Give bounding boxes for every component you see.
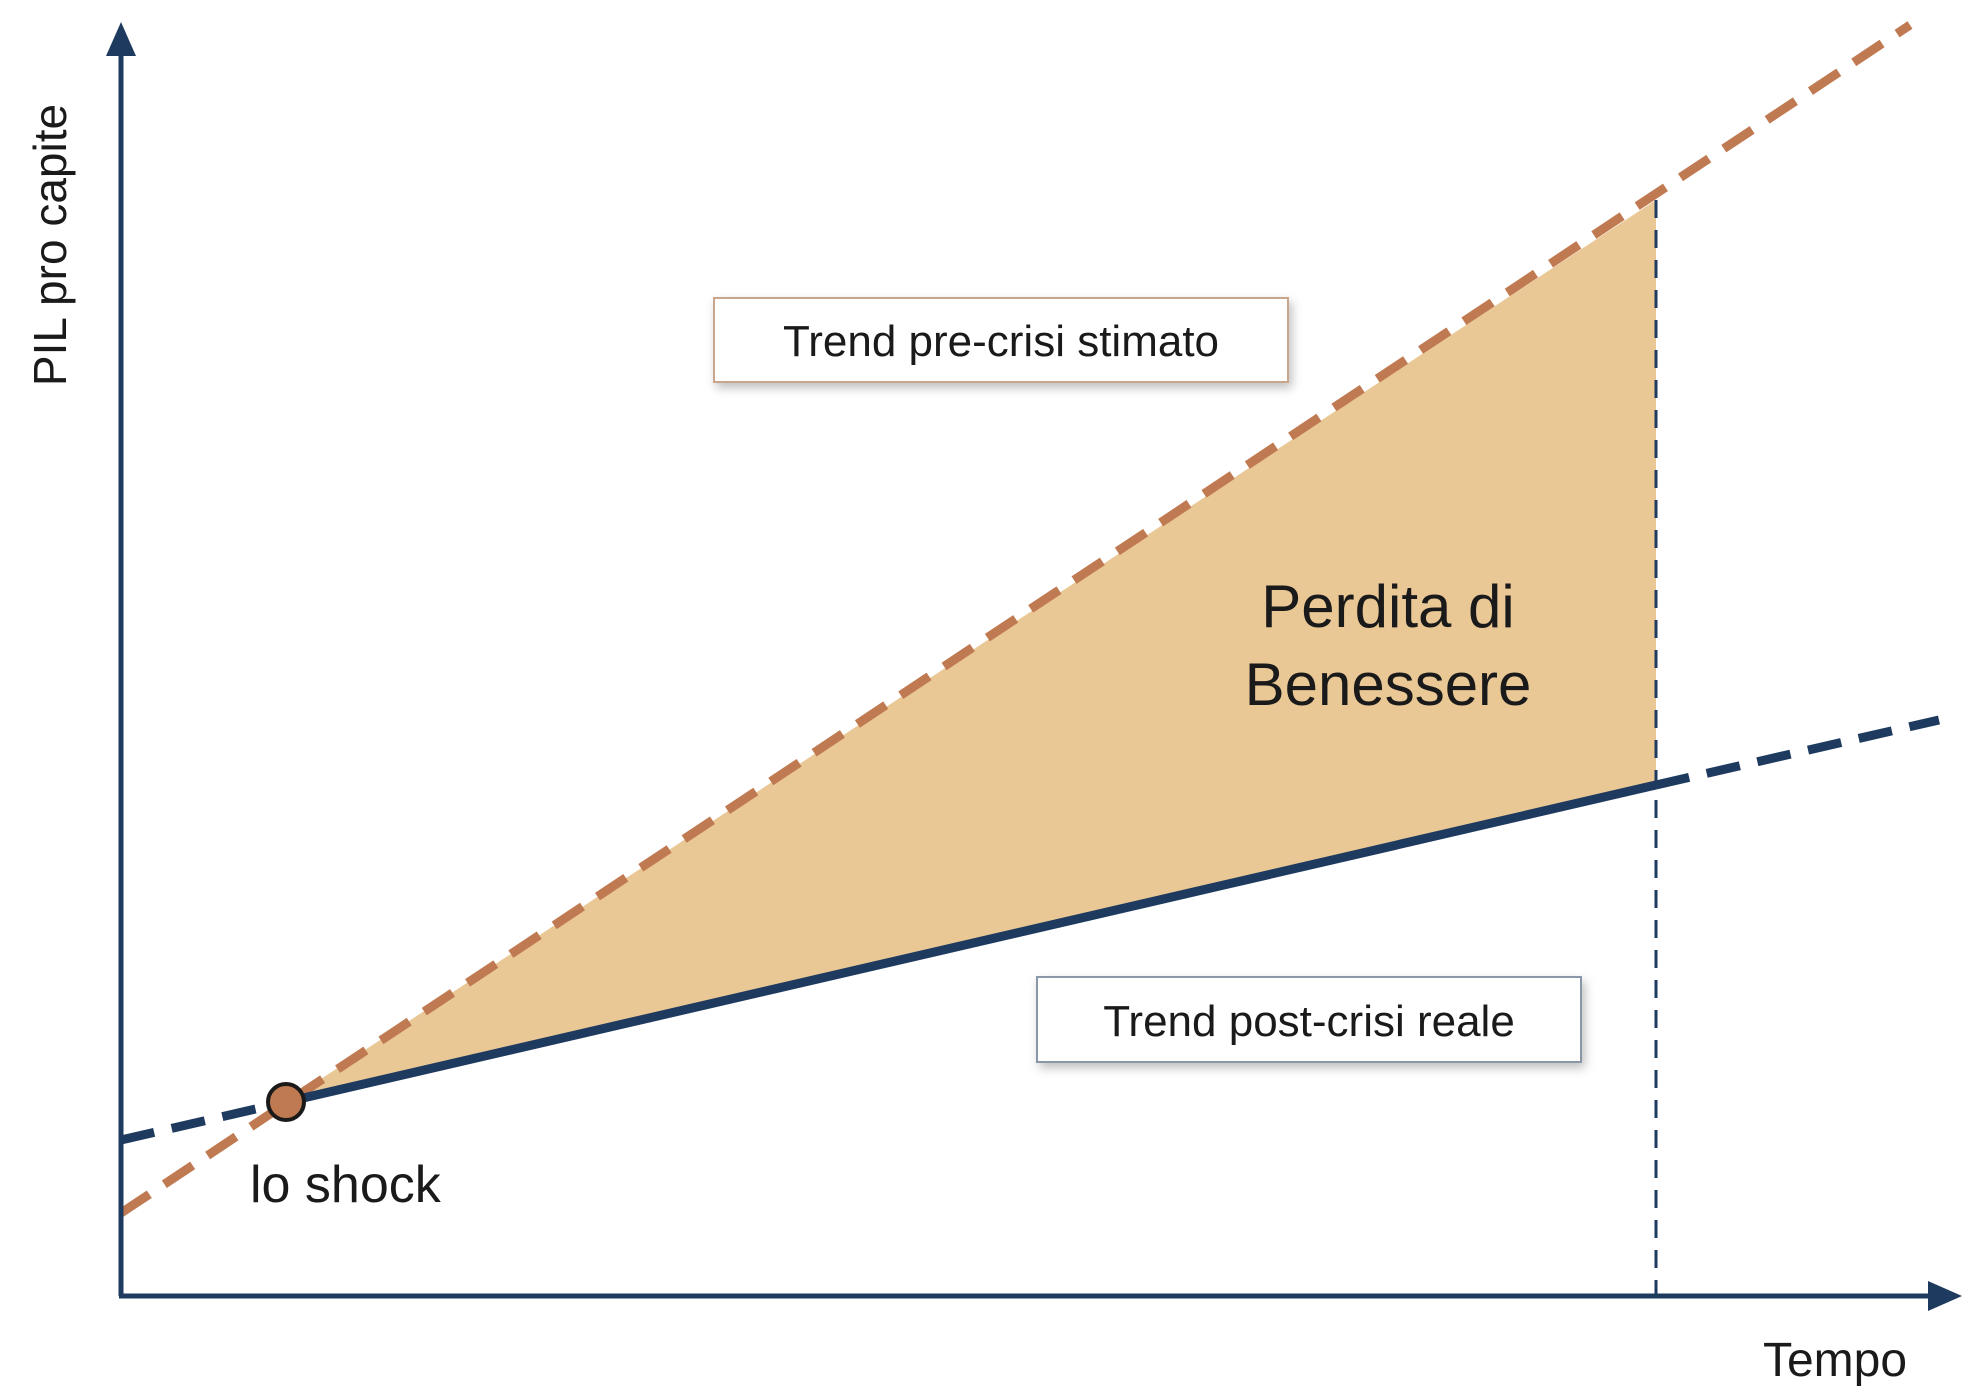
trend-before (119, 1097, 288, 1145)
loss-label: Benessere (1245, 651, 1532, 718)
post-trend-label: Trend post-crisi reale (1103, 997, 1515, 1046)
loss-label: Perdita di (1261, 573, 1514, 640)
trend-after (1654, 715, 1941, 790)
pre-trend-box (713, 297, 1289, 383)
shock-point (266, 1082, 306, 1122)
y-axis-label: PIL pro capite (24, 104, 76, 386)
pre-trend-label: Trend pre-crisi stimato (783, 317, 1219, 366)
pre-crisis-trend (118, 21, 1913, 1217)
x-arrow (1928, 1281, 1962, 1311)
post-trend-box (1036, 976, 1582, 1063)
shock-label: lo shock (250, 1156, 442, 1214)
y-arrow (106, 22, 136, 56)
post-crisis-trend (284, 780, 1658, 1107)
x-axis-label: Tempo (1763, 1334, 1907, 1387)
